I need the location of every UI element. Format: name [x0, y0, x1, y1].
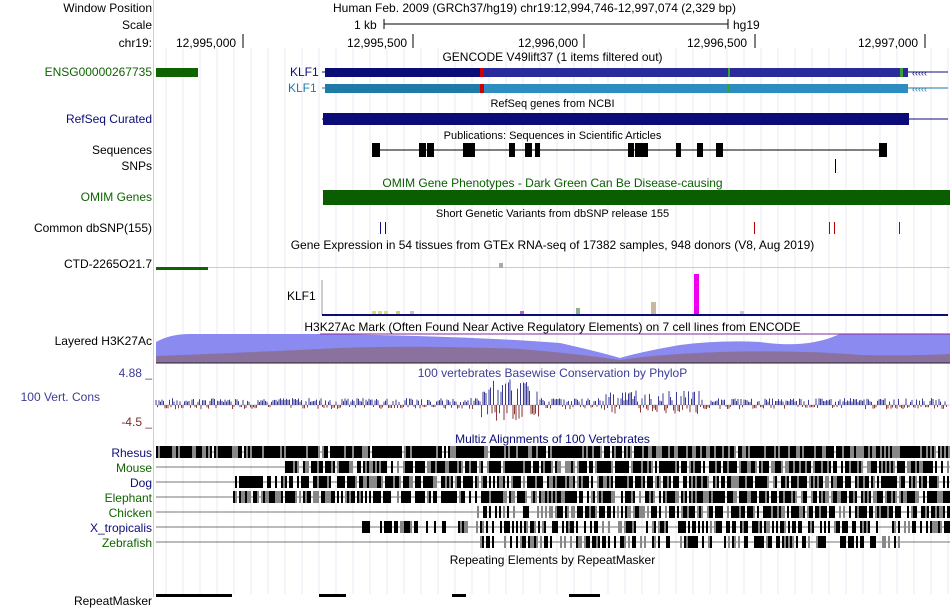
- window-position-value: Human Feb. 2009 (GRCh37/hg19) chr19:12,9…: [333, 1, 736, 15]
- repeatmasker-track-title: Repeating Elements by RepeatMasker: [449, 553, 656, 567]
- species-label-mouse[interactable]: Mouse: [115, 461, 152, 475]
- gtex-klf1-expression: [321, 274, 948, 316]
- ruler-tick-label: 12,996,000: [518, 36, 579, 50]
- gencode-track-title: GENCODE V49lift37 (1 items filtered out): [442, 50, 663, 64]
- phylop-conservation-plot: [155, 379, 950, 421]
- scale-bar-label: 1 kb: [354, 18, 377, 32]
- species-label-zebrafish[interactable]: Zebrafish: [101, 536, 152, 550]
- label-separator: [153, 0, 154, 597]
- gtex-track-title: Gene Expression in 54 tissues from GTEx …: [290, 238, 815, 252]
- repeatmasker-label[interactable]: RepeatMasker: [73, 594, 152, 608]
- refseq-label[interactable]: RefSeq Curated: [65, 112, 152, 126]
- svg-text:‹‹‹‹‹: ‹‹‹‹‹: [912, 68, 927, 78]
- ruler-tick-label: 12,997,000: [858, 36, 919, 50]
- snps-label[interactable]: SNPs: [121, 159, 152, 173]
- publication-sequences: [372, 143, 887, 157]
- gtex-ctd-expression: [156, 263, 950, 270]
- gencode-gene-label-2[interactable]: KLF1: [288, 81, 317, 95]
- refseq-track-title: RefSeq genes from NCBI: [490, 98, 615, 110]
- omim-gene-bar: [323, 190, 950, 205]
- svg-text:‹‹‹‹‹: ‹‹‹‹‹: [912, 84, 927, 94]
- conservation-label[interactable]: 100 Vert. Cons: [20, 390, 100, 404]
- gencode-gene-label-1[interactable]: KLF1: [290, 65, 319, 79]
- conservation-min-label: -4.5 _: [121, 415, 152, 429]
- species-label-dog[interactable]: Dog: [129, 476, 152, 490]
- publication-snp: [835, 159, 836, 173]
- ruler-ticks: [242, 34, 926, 48]
- conservation-max-label: 4.88 _: [118, 366, 152, 380]
- omim-label[interactable]: OMIM Genes: [80, 190, 152, 204]
- vertical-gridlines: [165, 48, 949, 597]
- sequences-label[interactable]: Sequences: [91, 143, 152, 157]
- chrom-label: chr19:: [118, 36, 152, 50]
- ensg-gene-block: [156, 68, 198, 77]
- gencode-klf1-transcript-1: [322, 68, 948, 77]
- gtex-klf1-label[interactable]: KLF1: [287, 289, 316, 303]
- scale-bar: [383, 19, 729, 29]
- refseq-klf1: [322, 113, 948, 125]
- gtex-ctd-label[interactable]: CTD-2265O21.7: [63, 257, 152, 271]
- species-label-chicken[interactable]: Chicken: [108, 506, 152, 520]
- multiz-alignments: [156, 446, 950, 548]
- publications-track-title: Publications: Sequences in Scientific Ar…: [443, 130, 662, 142]
- dbsnp-label[interactable]: Common dbSNP(155): [33, 221, 152, 235]
- scale-label: Scale: [121, 18, 152, 32]
- assembly-label: hg19: [733, 18, 760, 32]
- dbsnp-track-title: Short Genetic Variants from dbSNP releas…: [435, 208, 670, 220]
- multiz-track-title: Multiz Alignments of 100 Vertebrates: [455, 432, 650, 446]
- ensg-label[interactable]: ENSG00000267735: [44, 65, 152, 79]
- ruler-tick-label: 12,996,500: [687, 36, 748, 50]
- gencode-klf1-transcript-2: [322, 84, 948, 93]
- species-label-x-tropicalis[interactable]: X_tropicalis: [89, 521, 152, 535]
- conservation-track-title: 100 vertebrates Basewise Conservation by…: [417, 366, 688, 380]
- h3k27ac-track-title: H3K27Ac Mark (Often Found Near Active Re…: [304, 320, 801, 334]
- omim-track-title: OMIM Gene Phenotypes - Dark Green Can Be…: [382, 176, 723, 190]
- h3k27ac-signal: [156, 333, 950, 364]
- h3k27ac-label[interactable]: Layered H3K27Ac: [54, 334, 152, 348]
- ruler-tick-label: 12,995,500: [347, 36, 408, 50]
- ruler-tick-label: 12,995,000: [176, 36, 237, 50]
- species-label-elephant[interactable]: Elephant: [104, 491, 152, 505]
- repeatmasker-elements: [156, 594, 950, 597]
- dbsnp-variants: [380, 222, 900, 234]
- species-label-rhesus[interactable]: Rhesus: [111, 446, 152, 460]
- window-position-label: Window Position: [63, 1, 152, 15]
